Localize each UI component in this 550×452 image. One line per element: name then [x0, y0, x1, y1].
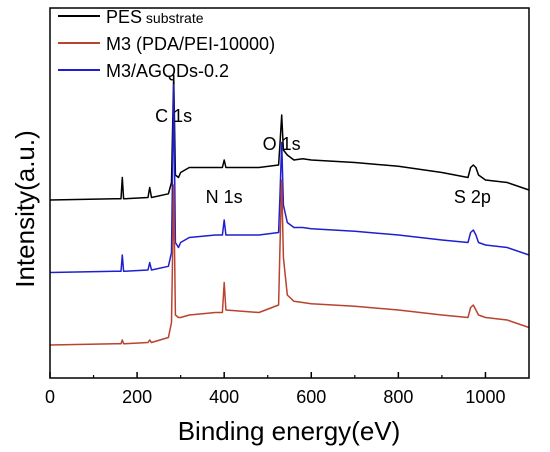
axes: 0 200 400 600 800 1000 [45, 7, 530, 407]
x-tick-label: 200 [122, 387, 152, 407]
legend-label-1: M3 (PDA/PEI-10000) [106, 34, 275, 54]
peak-label-0: C 1s [155, 106, 192, 126]
x-tick-label: 1000 [465, 387, 505, 407]
legend-label-2: M3/AGQDs-0.2 [106, 61, 229, 81]
x-tick-label: 400 [209, 387, 239, 407]
x-axis-label: Binding energy(eV) [178, 416, 401, 446]
peak-label-1: N 1s [206, 187, 243, 207]
peak-label-2: O 1s [263, 134, 301, 154]
series-line-1 [49, 84, 530, 274]
y-axis-label: Intensity(a.u.) [10, 130, 40, 288]
x-tick-label: 600 [296, 387, 326, 407]
peak-annotations: C 1s N 1s O 1s S 2p [155, 106, 491, 207]
series-layer [49, 74, 530, 346]
series-line-0 [49, 74, 530, 201]
legend-label-0: PES substrate [106, 7, 204, 27]
plot-frame [49, 7, 530, 379]
legend: PES substrate M3 (PDA/PEI-10000) M3/AGQDs-… [58, 7, 275, 81]
series-line-2 [49, 179, 530, 346]
x-tick-label: 0 [45, 387, 55, 407]
x-tick-label: 800 [383, 387, 413, 407]
peak-label-3: S 2p [454, 187, 491, 207]
